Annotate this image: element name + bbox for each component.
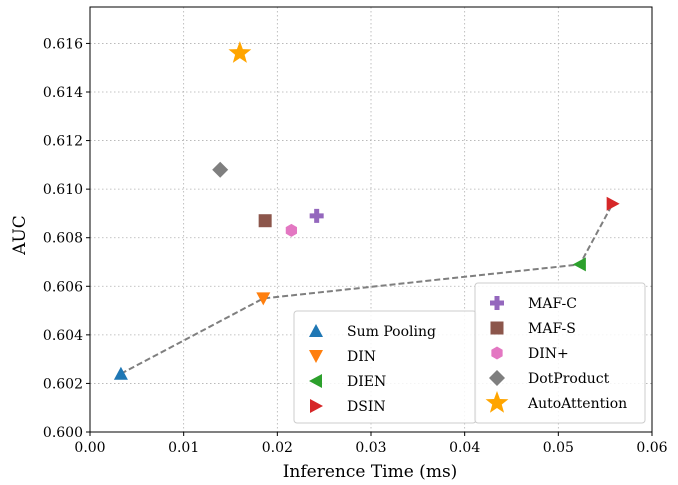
legend-label-dotproduct: DotProduct	[528, 371, 610, 387]
legend-marker-maf-s	[490, 321, 504, 335]
legend-label-maf-c: MAF-C	[528, 296, 577, 312]
point-maf-s	[258, 214, 272, 228]
legend-marker-din-	[491, 346, 503, 360]
legend-marker-maf-c	[490, 296, 504, 310]
legend-label-din-: DIN+	[528, 346, 569, 362]
y-tick-label: 0.604	[43, 328, 83, 344]
legend-marker-dien	[309, 374, 322, 388]
x-tick-label: 0.02	[262, 440, 293, 456]
y-tick-label: 0.600	[43, 425, 83, 441]
legend-label-dien: DIEN	[347, 374, 386, 390]
data-points	[113, 41, 620, 380]
x-tick-label: 0.05	[543, 440, 574, 456]
axis-ticks: 0.00 0.01 0.02 0.03 0.04 0.05 0.06 0.600 0.602 0.…	[43, 36, 668, 456]
y-tick-label: 0.612	[43, 134, 83, 150]
x-tick-label: 0.06	[636, 440, 667, 456]
legend-1: Sum Pooling DIN DIEN DSIN	[293, 310, 477, 424]
legend-marker-dotproduct	[489, 370, 505, 386]
x-tick-label: 0.00	[74, 440, 105, 456]
y-tick-label: 0.616	[43, 36, 83, 52]
legend-label-din: DIN	[347, 349, 376, 365]
legend-box	[474, 282, 646, 424]
y-tick-label: 0.606	[43, 279, 83, 295]
point-dsin	[606, 196, 620, 211]
legend-label-maf-s: MAF-S	[528, 321, 576, 337]
x-axis-label: Inference Time (ms)	[283, 462, 458, 482]
point-din-	[285, 223, 298, 237]
x-tick-label: 0.04	[449, 440, 480, 456]
point-din	[256, 292, 271, 306]
legend-label-dsin: DSIN	[347, 399, 386, 415]
legend-label-autoattention: AutoAttention	[527, 396, 627, 412]
legends: Sum Pooling DIN DIEN DSIN MAF-C MAF-S DIN+ DotP…	[293, 282, 646, 424]
y-tick-label: 0.602	[43, 376, 83, 392]
legend-marker-autoattention	[485, 391, 509, 413]
legend-2: MAF-C MAF-S DIN+ DotProduct AutoAttention	[474, 282, 646, 424]
trend-line	[120, 203, 614, 375]
y-axis-label: AUC	[10, 215, 30, 256]
plot-frame	[89, 6, 653, 433]
point-sum-pooling	[113, 366, 128, 380]
point-dotproduct	[212, 161, 229, 178]
legend-marker-din	[309, 350, 323, 363]
point-dien	[572, 257, 586, 272]
legend-marker-dsin	[310, 399, 323, 413]
point-autoattention	[228, 41, 252, 63]
legend-label-sum-pooling: Sum Pooling	[347, 324, 436, 340]
legend-marker-sum-pooling	[309, 324, 323, 337]
point-maf-c	[309, 208, 324, 223]
x-tick-label: 0.03	[355, 440, 386, 456]
y-tick-label: 0.608	[43, 231, 83, 247]
x-tick-label: 0.01	[168, 440, 199, 456]
y-tick-label: 0.614	[43, 85, 83, 101]
y-tick-label: 0.610	[43, 182, 83, 198]
